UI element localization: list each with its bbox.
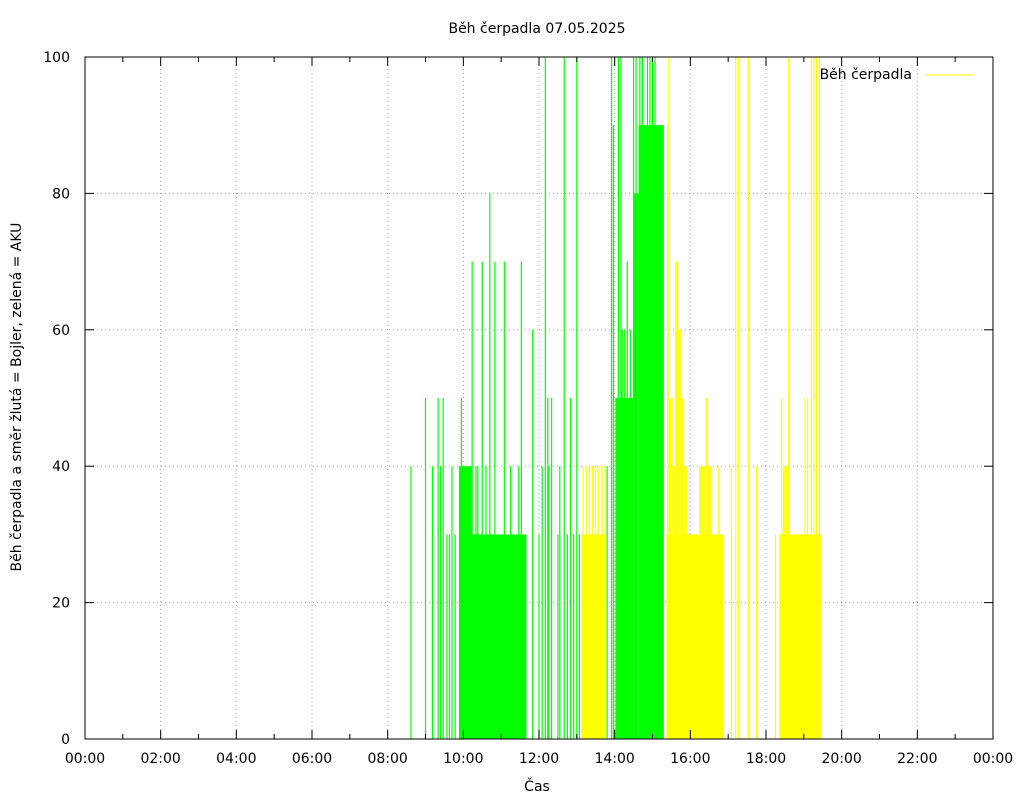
y-tick-label: 0 <box>61 732 70 748</box>
x-tick-label: 04:00 <box>216 751 256 767</box>
series-bojler <box>581 57 821 739</box>
series-aku <box>410 57 664 739</box>
y-tick-label: 40 <box>52 459 70 475</box>
y-tick-label: 60 <box>52 323 70 339</box>
x-tick-label: 12:00 <box>519 751 559 767</box>
legend: Běh čerpadla <box>820 67 973 83</box>
x-axis-label: Čas <box>524 777 550 795</box>
x-tick-label: 14:00 <box>594 751 634 767</box>
x-tick-label: 18:00 <box>746 751 786 767</box>
x-tick-label: 08:00 <box>367 751 407 767</box>
x-tick-label: 10:00 <box>443 751 483 767</box>
x-tick-label: 00:00 <box>65 751 105 767</box>
y-axis-label: Běh čerpadla a směr žlutá = Bojler, zele… <box>9 223 25 572</box>
x-tick-label: 20:00 <box>821 751 861 767</box>
y-tick-label: 100 <box>43 50 70 66</box>
x-tick-labels: 00:00 02:00 04:00 06:00 08:00 10:00 12:00 14:00… <box>65 751 1013 767</box>
y-tick-label: 80 <box>52 186 70 202</box>
x-tick-label: 00:00 <box>973 751 1013 767</box>
x-tick-label: 16:00 <box>670 751 710 767</box>
x-tick-label: 02:00 <box>140 751 180 767</box>
data-block <box>458 466 472 739</box>
x-tick-label: 22:00 <box>897 751 937 767</box>
legend-label: Běh čerpadla <box>820 67 912 83</box>
y-tick-label: 20 <box>52 596 70 612</box>
axis-ticks <box>84 56 994 740</box>
chart-title: Běh čerpadla 07.05.2025 <box>448 21 625 37</box>
x-tick-label: 06:00 <box>292 751 332 767</box>
y-tick-labels: 0 20 40 60 80 100 <box>43 50 70 748</box>
data-block <box>471 534 527 739</box>
